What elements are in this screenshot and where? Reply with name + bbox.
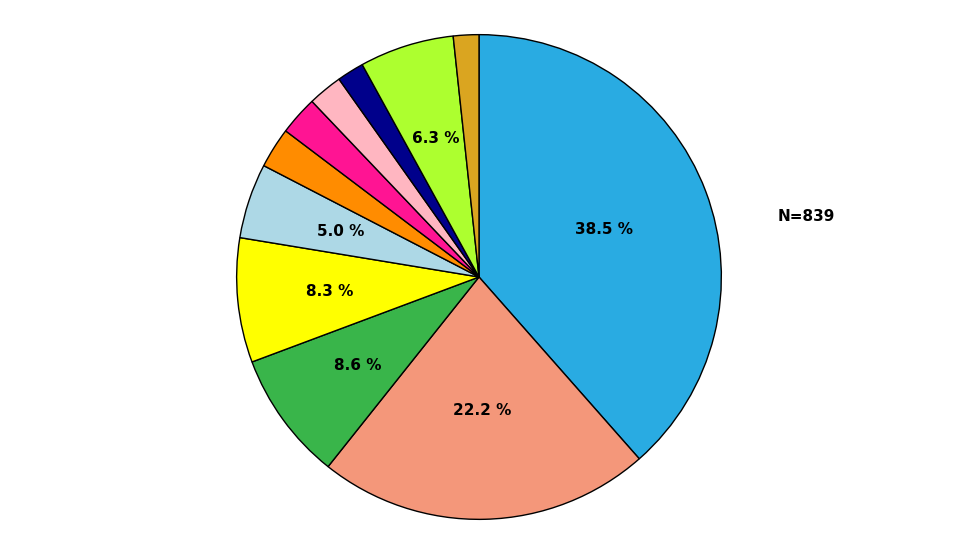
Wedge shape xyxy=(312,79,479,277)
Wedge shape xyxy=(240,166,479,277)
Wedge shape xyxy=(362,36,479,277)
Wedge shape xyxy=(237,238,479,362)
Wedge shape xyxy=(453,35,479,277)
Text: 6.3 %: 6.3 % xyxy=(412,131,459,146)
Wedge shape xyxy=(285,101,479,277)
Wedge shape xyxy=(479,35,721,459)
Wedge shape xyxy=(252,277,479,466)
Text: 38.5 %: 38.5 % xyxy=(575,222,632,237)
Wedge shape xyxy=(339,65,479,277)
Text: N=839: N=839 xyxy=(778,209,834,224)
Text: 8.3 %: 8.3 % xyxy=(306,284,354,299)
Wedge shape xyxy=(328,277,639,519)
Wedge shape xyxy=(263,131,479,277)
Text: 5.0 %: 5.0 % xyxy=(317,224,365,239)
Text: 8.6 %: 8.6 % xyxy=(333,358,381,373)
Text: 22.2 %: 22.2 % xyxy=(453,403,512,418)
